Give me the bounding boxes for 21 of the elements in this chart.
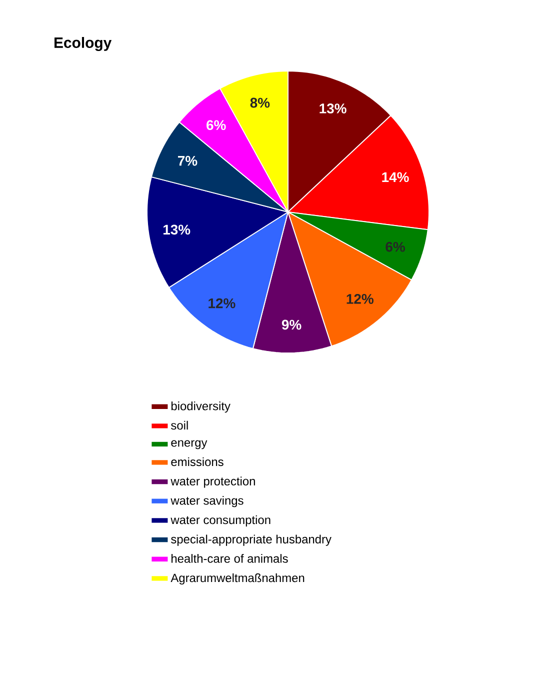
data-label: 6% [206,120,226,130]
legend-label: biodiversity [171,402,230,413]
chart-title: Ecology [54,37,112,52]
data-label: 9% [282,320,302,330]
data-label: 7% [178,156,198,166]
data-label: 6% [386,242,405,252]
data-label: 12% [346,294,374,304]
data-label: 13% [320,104,346,114]
data-label: 8% [250,98,270,108]
legend-label: special-appropriate husbandry [171,534,332,546]
legend-label: soil [171,420,188,430]
data-label: 12% [208,298,236,308]
legend-label: Agrarumweltmaßnahmen [170,573,304,585]
legend-label: emissions [171,457,224,466]
legend-label: water consumption [170,515,270,526]
data-label: 14% [382,172,409,182]
legend-label: health-care of animals [172,554,288,563]
legend-label: water protection [170,476,255,488]
data-label: 13% [164,224,190,235]
legend-label: energy [171,440,208,450]
legend-label: water savings [170,496,244,508]
